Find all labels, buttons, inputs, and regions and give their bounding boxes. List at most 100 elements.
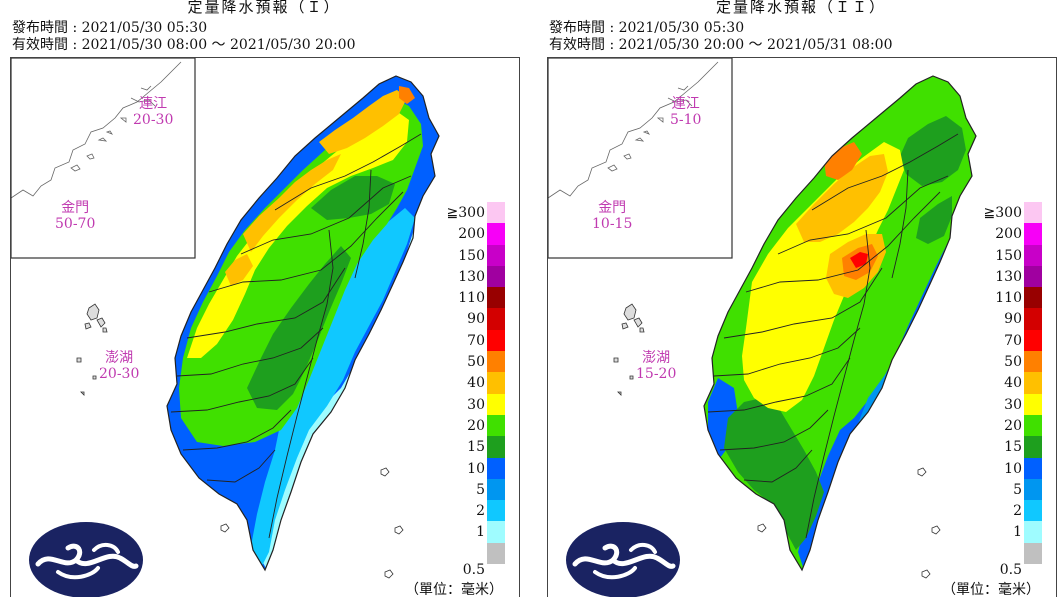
- unit-label: （單位：毫米）: [942, 582, 1040, 597]
- inset-box: [11, 58, 196, 259]
- legend-swatch: [1024, 265, 1042, 288]
- legend-row: 30: [441, 393, 511, 415]
- legend-tick-label: ≧300: [446, 205, 485, 221]
- taiwan-rainfall-fill: [704, 76, 976, 570]
- legend-tick-label: 50: [467, 354, 485, 371]
- cwb-logo: [29, 522, 143, 597]
- legend-row: ≧300: [441, 202, 511, 224]
- island-range: 5-10: [670, 112, 702, 128]
- legend-tick-label: 2: [476, 503, 485, 520]
- small-island: [757, 523, 767, 533]
- legend-row: 2: [978, 500, 1048, 522]
- legend-row: 5: [978, 478, 1048, 501]
- legend-tick-label: 15: [1004, 439, 1022, 456]
- county-border: [354, 169, 372, 279]
- island-label-penghu: 澎湖 15-20: [636, 350, 676, 382]
- legend-tick-label: 200: [458, 226, 485, 243]
- county-border: [707, 357, 851, 413]
- legend-swatch: [487, 521, 505, 543]
- county-border: [777, 175, 949, 255]
- legend-row: 15: [441, 436, 511, 458]
- forecast-panel-2: 定量降水預報（ＩＩ） 發布時間 : 2021/05/30 05:30 有效時間 …: [537, 0, 1060, 597]
- penghu-islands: [613, 303, 645, 396]
- legend-tick-label: 1: [476, 524, 485, 541]
- rainfall-map: 連江 5-10 金門 10-15 澎湖 15-20 ≧300 200 150 130 1…: [547, 57, 1057, 597]
- county-border: [805, 229, 871, 539]
- legend-swatch: [1024, 329, 1042, 352]
- legend-swatch: [487, 308, 505, 330]
- rainfall-zone: [247, 246, 351, 410]
- rainfall-zone: [824, 142, 862, 180]
- cwb-logo: [566, 522, 680, 597]
- legend-swatch: [487, 223, 505, 245]
- county-border: [719, 409, 829, 451]
- legend-swatch: [1024, 287, 1042, 309]
- small-island: [917, 467, 927, 477]
- legend-tick-label: 130: [458, 268, 485, 285]
- legend-tick-label: 20: [467, 417, 485, 434]
- legend-swatch: [1024, 202, 1042, 224]
- rainfall-zone: [257, 226, 415, 570]
- legend-swatch: [1024, 436, 1042, 458]
- legend-tick-label: 150: [995, 247, 1022, 264]
- county-border: [240, 175, 412, 255]
- rainfall-map-svg: [548, 58, 977, 579]
- china-coast-outline: [11, 61, 182, 199]
- island-range: 50-70: [55, 216, 96, 232]
- legend-row: 2: [441, 500, 511, 522]
- legend-row: 150: [441, 244, 511, 266]
- legend-swatch: [487, 393, 505, 415]
- legend-row: 150: [978, 244, 1048, 266]
- legend-tick-label: 70: [467, 332, 485, 349]
- island-name: 澎湖: [105, 350, 134, 366]
- county-border: [811, 133, 959, 211]
- legend-swatch: [1024, 500, 1042, 522]
- legend-row: 70: [441, 329, 511, 352]
- rainfall-zone: [243, 154, 341, 252]
- legend-swatch: [487, 265, 505, 288]
- legend-swatch: [1024, 351, 1042, 373]
- county-border: [723, 267, 883, 339]
- island-name: 連江: [139, 96, 168, 112]
- legend-tick-label: 20: [1004, 417, 1022, 434]
- valid-time: 有效時間 : 2021/05/30 20:00 ～ 2021/05/31 08:…: [549, 37, 893, 53]
- legend-swatch: [487, 351, 505, 373]
- legend-swatch: [1024, 244, 1042, 266]
- rainfall-zone: [796, 154, 888, 242]
- island-name: 金門: [598, 200, 627, 216]
- legend-row: 90: [978, 308, 1048, 330]
- island-name: 金門: [61, 200, 90, 216]
- inset-box: [548, 58, 733, 259]
- rainfall-zone: [724, 398, 824, 550]
- forecast-panel-1: 定量降水預報（Ｉ） 發布時間 : 2021/05/30 05:30 有效時間 :…: [0, 0, 528, 597]
- county-border: [186, 267, 346, 339]
- legend-row: 110: [441, 287, 511, 309]
- legend-swatch: [487, 372, 505, 394]
- legend-row: 20: [978, 414, 1048, 437]
- taiwan-rainfall-fill: [167, 76, 439, 570]
- legend-tick-label: 30: [467, 396, 485, 413]
- island-label-kinmen: 金門 10-15: [592, 200, 632, 232]
- legend-tick-label: 90: [467, 311, 485, 328]
- legend-row: 90: [441, 308, 511, 330]
- county-border: [745, 191, 941, 293]
- legend-swatch: [487, 457, 505, 479]
- legend-tick-label: 130: [995, 268, 1022, 285]
- legend-swatch: [1024, 308, 1042, 330]
- issue-time: 發布時間 : 2021/05/30 05:30: [549, 20, 745, 36]
- legend-row: 110: [978, 287, 1048, 309]
- rainfall-zone: [894, 404, 904, 422]
- island-label-lienchiang: 連江 5-10: [670, 96, 701, 128]
- penghu-islands: [76, 303, 108, 396]
- issue-time: 發布時間 : 2021/05/30 05:30: [12, 20, 208, 36]
- unit-label: （單位：毫米）: [405, 582, 503, 597]
- island-label-lienchiang: 連江 20-30: [133, 96, 173, 128]
- legend-row: 1: [978, 521, 1048, 543]
- legend-tick-label: 1: [1013, 524, 1022, 541]
- taiwan-coastline: [166, 75, 440, 572]
- legend-swatch: [1024, 542, 1042, 565]
- county-border: [182, 409, 292, 451]
- legend-row: 5: [441, 478, 511, 501]
- panel-title: 定量降水預報（ＩＩ）: [715, 0, 886, 16]
- county-border: [713, 327, 861, 377]
